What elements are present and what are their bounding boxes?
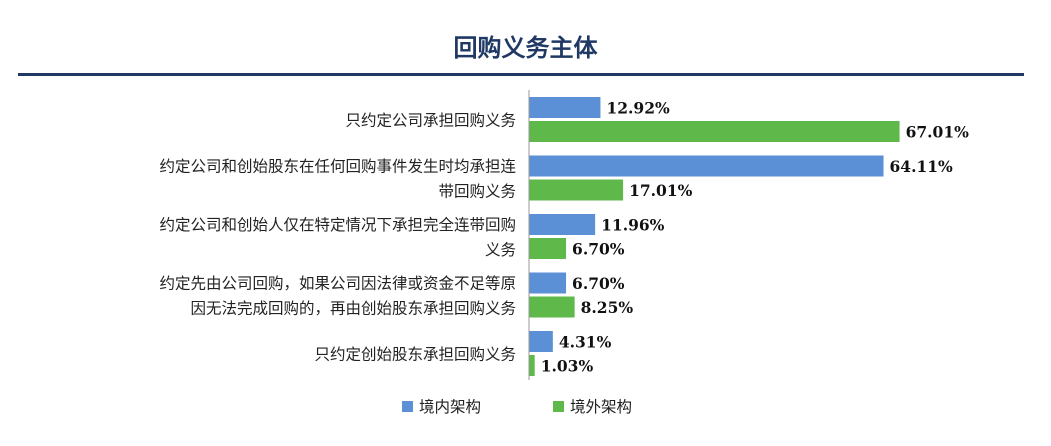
title-divider <box>18 73 1024 76</box>
category-label: 只约定创始股东承担回购义务 <box>314 346 516 364</box>
category-label: 义务 <box>485 241 516 259</box>
data-label: 64.11% <box>890 157 954 176</box>
bar-offshore <box>529 121 900 142</box>
category-label: 约定公司和创始人仅在特定情况下承担完全连带回购 <box>159 216 516 234</box>
data-label: 67.01% <box>906 123 970 142</box>
data-label: 4.31% <box>559 333 612 352</box>
bar-offshore <box>529 179 624 201</box>
category-label: 约定公司和创始股东在任何回购事件发生时均承担连 <box>159 158 516 176</box>
category-label: 约定先由公司回购，如果公司因法律或资金不足等原 <box>159 275 516 293</box>
bar-domestic <box>529 97 601 118</box>
data-label: 8.25% <box>581 298 634 317</box>
data-label: 11.96% <box>601 216 665 235</box>
legend-swatch <box>553 401 564 412</box>
bar-offshore <box>529 296 575 318</box>
bar-domestic <box>529 155 884 177</box>
legend-label: 境外架构 <box>570 397 632 416</box>
data-label: 1.03% <box>541 357 594 376</box>
data-label: 6.70% <box>572 274 625 293</box>
data-label: 6.70% <box>572 240 625 259</box>
bar-offshore <box>529 238 567 259</box>
data-label: 12.92% <box>606 99 670 118</box>
bar-domestic <box>529 331 553 352</box>
legend-label: 境内架构 <box>419 397 481 416</box>
chart-title: 回购义务主体 <box>453 34 598 62</box>
category-label: 只约定公司承担回购义务 <box>345 112 516 130</box>
legend-swatch <box>402 401 413 412</box>
data-label: 17.01% <box>629 181 693 200</box>
bar-offshore <box>529 355 535 376</box>
category-label: 因无法完成回购的，再由创始股东承担回购义务 <box>190 300 516 318</box>
category-label: 带回购义务 <box>438 183 516 201</box>
bar-domestic <box>529 214 596 235</box>
bar-domestic <box>529 272 567 294</box>
